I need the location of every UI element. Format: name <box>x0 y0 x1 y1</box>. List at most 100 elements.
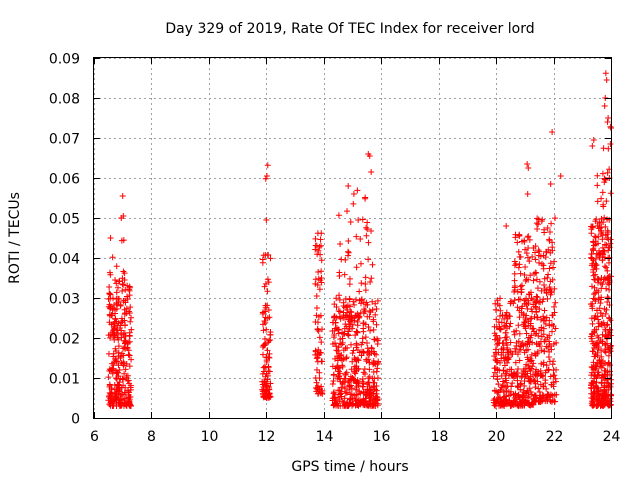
data-point <box>602 346 609 353</box>
data-point <box>493 306 500 313</box>
data-point <box>117 353 124 360</box>
data-point <box>110 333 117 340</box>
data-point <box>362 274 369 281</box>
data-point <box>542 369 549 376</box>
data-point <box>118 319 125 326</box>
data-point <box>113 263 120 270</box>
data-point <box>109 365 116 372</box>
data-point <box>353 296 360 303</box>
data-point <box>536 248 543 255</box>
data-point <box>494 376 501 383</box>
data-point <box>330 372 337 379</box>
data-point <box>373 382 380 389</box>
data-point <box>601 179 608 186</box>
data-point <box>594 332 601 339</box>
data-point <box>366 307 373 314</box>
data-point <box>538 287 545 294</box>
data-point <box>604 231 611 238</box>
data-point <box>339 363 346 370</box>
data-point <box>595 295 602 302</box>
data-point <box>352 398 359 405</box>
data-point <box>552 299 559 306</box>
data-point <box>525 300 532 307</box>
data-point <box>515 383 522 390</box>
data-point <box>536 389 543 396</box>
data-point <box>605 352 612 359</box>
data-point <box>503 387 510 394</box>
data-point <box>523 296 530 303</box>
data-point <box>593 326 600 333</box>
data-point <box>341 325 348 332</box>
data-point <box>121 270 128 277</box>
data-point <box>364 226 371 233</box>
data-point <box>337 241 344 248</box>
data-point <box>120 237 127 244</box>
data-point <box>374 397 381 404</box>
data-point <box>368 228 375 235</box>
data-point <box>126 363 133 370</box>
data-point <box>599 312 606 319</box>
data-point <box>115 387 122 394</box>
data-point <box>599 236 606 243</box>
data-point <box>503 223 510 229</box>
data-point <box>347 373 354 380</box>
data-point <box>527 316 534 323</box>
data-point <box>117 302 124 309</box>
data-point <box>594 198 601 205</box>
data-point <box>551 303 558 310</box>
data-point <box>116 399 123 406</box>
data-point <box>589 402 596 409</box>
data-point <box>312 374 319 381</box>
y-tick-label: 0.05 <box>49 212 80 228</box>
data-point <box>607 123 614 130</box>
data-point <box>544 398 551 405</box>
data-point <box>353 233 360 240</box>
data-point <box>338 384 345 391</box>
data-point <box>122 297 129 304</box>
data-point <box>503 396 510 403</box>
data-point <box>260 386 267 393</box>
data-point <box>370 316 377 323</box>
data-point <box>119 280 126 287</box>
data-point <box>551 372 558 379</box>
data-point <box>500 349 507 356</box>
data-point <box>352 386 359 393</box>
y-tick-label: 0.02 <box>49 332 80 348</box>
data-point <box>124 296 131 303</box>
data-point <box>507 320 514 327</box>
data-point <box>333 324 340 331</box>
data-point <box>589 246 596 253</box>
data-point <box>515 322 522 329</box>
x-tick-label: 24 <box>603 429 621 445</box>
data-point <box>519 373 526 380</box>
data-point <box>345 183 352 189</box>
data-point <box>515 264 522 271</box>
data-point <box>113 375 120 382</box>
data-point <box>497 307 504 314</box>
data-point <box>493 351 500 358</box>
data-point <box>120 268 127 275</box>
data-point <box>528 315 535 322</box>
data-point <box>535 221 542 228</box>
data-point <box>513 342 520 349</box>
data-point <box>312 235 319 242</box>
data-point <box>511 297 518 304</box>
chart-title: Day 329 of 2019, Rate Of TEC Index for r… <box>165 21 534 37</box>
data-point <box>522 315 529 322</box>
data-point <box>329 363 336 370</box>
data-point <box>532 269 539 276</box>
data-point <box>524 234 531 241</box>
data-point <box>367 278 374 285</box>
data-point <box>543 289 550 296</box>
data-point <box>541 307 548 314</box>
data-point <box>508 366 515 373</box>
data-point <box>316 349 323 356</box>
data-point <box>498 402 505 409</box>
data-point <box>355 216 362 223</box>
data-point <box>364 313 371 320</box>
data-point <box>599 281 606 288</box>
data-point <box>533 298 540 305</box>
data-point <box>600 247 607 254</box>
data-point <box>591 329 598 336</box>
data-point <box>512 359 519 366</box>
